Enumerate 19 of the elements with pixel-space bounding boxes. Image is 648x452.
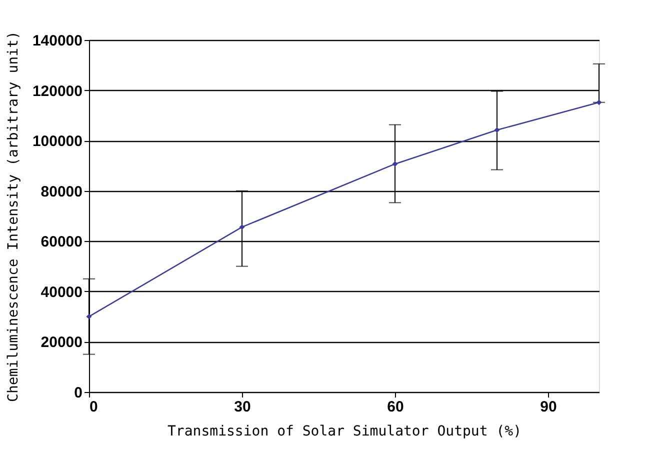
y-tick-label: 120000 xyxy=(32,82,82,100)
point xyxy=(392,161,398,167)
y-tick-label: 100000 xyxy=(32,133,82,150)
x-axis-title: Transmission of Solar Simulator Output (%) xyxy=(167,424,522,440)
x-tick-label: 60 xyxy=(387,398,404,416)
point xyxy=(239,224,245,230)
y-tick-label: 40000 xyxy=(40,284,82,301)
x-tick-label: 30 xyxy=(234,398,251,416)
point xyxy=(596,100,602,106)
y-tick-label: 140000 xyxy=(32,32,82,50)
y-axis-title: Chemiluminescence Intensity (arbitrary unit) xyxy=(5,31,22,402)
x-tick-label: 0 xyxy=(90,398,98,416)
y-tick-label: 60000 xyxy=(40,234,82,251)
y-tick-label: 20000 xyxy=(40,334,82,352)
y-tick-label: 0 xyxy=(74,384,82,402)
y-tick-label: 80000 xyxy=(40,183,82,200)
point xyxy=(86,314,92,320)
x-tick-label: 90 xyxy=(540,398,557,416)
point xyxy=(494,127,500,133)
